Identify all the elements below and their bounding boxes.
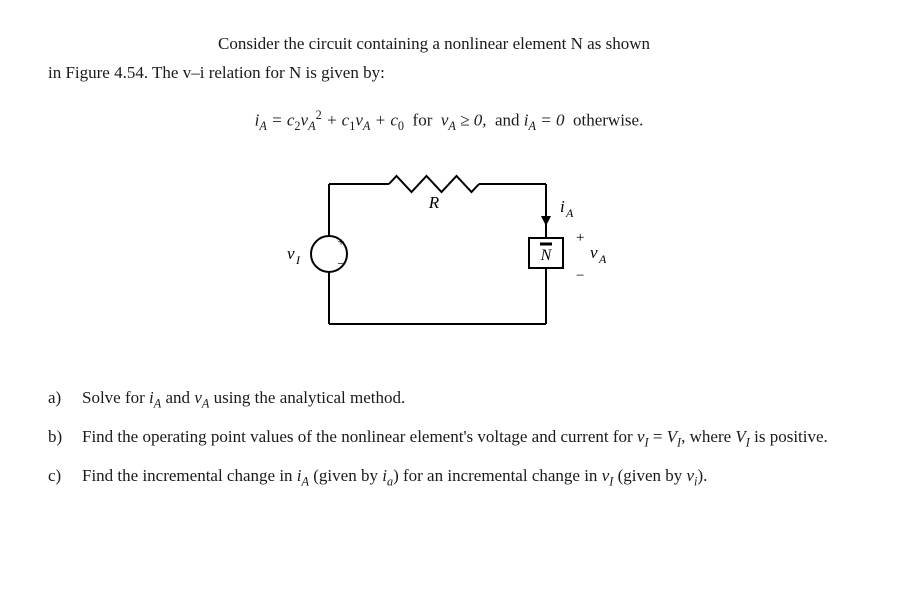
svg-text:−: − — [576, 268, 584, 284]
svg-text:+: + — [576, 230, 584, 246]
question-label: c) — [48, 464, 82, 491]
circuit-diagram: RiAN+−vA+−vI — [48, 164, 850, 352]
question-label: a) — [48, 386, 82, 413]
question-text: Find the incremental change in iA (given… — [82, 464, 850, 491]
svg-text:+: + — [337, 234, 344, 249]
intro-line-2: in Figure 4.54. The v–i relation for N i… — [48, 61, 850, 86]
svg-text:A: A — [565, 206, 574, 220]
question-item: c) Find the incremental change in iA (gi… — [48, 464, 850, 491]
question-item: b) Find the operating point values of th… — [48, 425, 850, 452]
question-text: Solve for iA and vA using the analytical… — [82, 386, 850, 413]
question-list: a) Solve for iA and vA using the analyti… — [48, 386, 850, 491]
svg-text:I: I — [295, 253, 301, 267]
equation: iA = c2vA2 + c1vA + c0 for vA ≥ 0, and i… — [48, 107, 850, 136]
question-text: Find the operating point values of the n… — [82, 425, 850, 452]
svg-text:A: A — [598, 252, 607, 266]
svg-text:v: v — [287, 244, 295, 263]
question-item: a) Solve for iA and vA using the analyti… — [48, 386, 850, 413]
svg-text:−: − — [337, 256, 344, 271]
svg-text:v: v — [590, 243, 598, 262]
question-label: b) — [48, 425, 82, 452]
intro-line-1: Consider the circuit containing a nonlin… — [48, 32, 850, 57]
svg-text:i: i — [560, 197, 565, 216]
svg-text:N: N — [540, 247, 553, 264]
svg-text:R: R — [428, 193, 440, 212]
